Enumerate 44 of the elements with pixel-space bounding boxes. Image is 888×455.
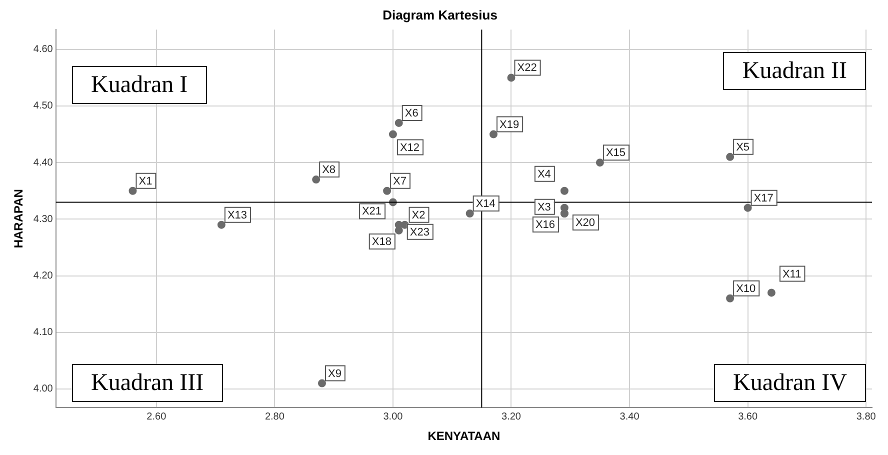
annotation: X10 [736,282,756,295]
x-tick-label: 3.60 [738,411,758,422]
annotation: X2 [412,209,426,222]
annotation: X8 [322,164,336,176]
annotation: X20 [575,217,596,230]
annotation: X21 [362,206,382,218]
x-tick-label: 2.60 [146,411,167,422]
annotation: X4 [537,168,551,180]
annotation: X18 [372,236,392,248]
annotation: X13 [227,209,248,222]
x-tick-label: 3.80 [856,411,876,422]
x-tick-label: 3.40 [620,411,640,422]
annotation: Kuadran I [72,66,207,104]
y-tick-label: 4.40 [33,157,54,168]
y-tick-label: 4.50 [33,100,54,112]
annotation: X12 [400,142,420,154]
annotation: X14 [476,198,496,210]
annotation: X11 [782,268,802,280]
annotation: X7 [393,175,407,188]
annotation: Kuadran IV [714,364,866,402]
y-tick-label: 4.60 [33,44,54,56]
y-axis-title: HARAPAN [12,189,26,248]
annotation: X1 [138,175,152,188]
y-tick-label: 4.20 [33,270,54,282]
annotation: X17 [754,192,774,204]
annotation: X23 [410,226,430,238]
annotation: X5 [736,141,750,154]
x-axis-title: KENYATAAN [428,429,500,444]
x-tick-label: 3.00 [383,411,404,422]
y-tick-label: 4.30 [33,214,54,225]
annotation: X19 [500,118,520,131]
annotation: X16 [535,219,556,232]
y-tick-label: 4.00 [33,384,54,395]
annotation: X6 [404,108,418,120]
y-tick-label: 4.10 [33,327,54,338]
annotation: Kuadran III [72,364,223,402]
annotation: X15 [606,147,626,160]
annotation: X22 [517,62,537,74]
x-tick-label: 3.20 [502,411,522,422]
annotation: Kuadran II [723,52,866,90]
annotation: X3 [537,201,551,214]
annotation: X9 [328,368,342,380]
x-tick-label: 2.80 [264,411,285,422]
chart-title: Diagram Kartesius [382,7,498,22]
